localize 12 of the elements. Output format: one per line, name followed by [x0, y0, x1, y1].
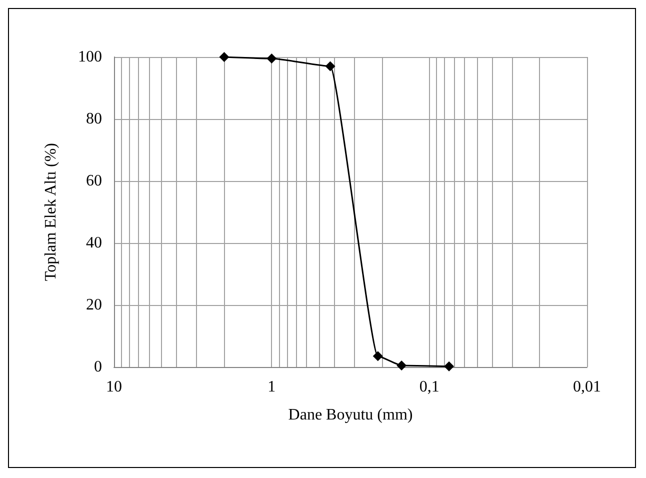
y-tick-label: 0	[94, 358, 102, 376]
y-tick-label: 20	[86, 296, 102, 314]
y-tick-label: 60	[86, 172, 102, 190]
y-axis-title: Toplam Elek Altı (%)	[42, 143, 60, 281]
y-tick-label: 40	[86, 234, 102, 252]
x-tick-label: 1	[268, 378, 276, 396]
x-axis-title: Dane Boyutu (mm)	[288, 406, 413, 424]
x-tick-label: 0,01	[573, 378, 601, 396]
y-tick-label: 100	[78, 48, 102, 66]
x-tick-label: 0,1	[419, 378, 440, 396]
x-tick-label: 10	[106, 378, 122, 396]
y-tick-label: 80	[86, 110, 102, 128]
